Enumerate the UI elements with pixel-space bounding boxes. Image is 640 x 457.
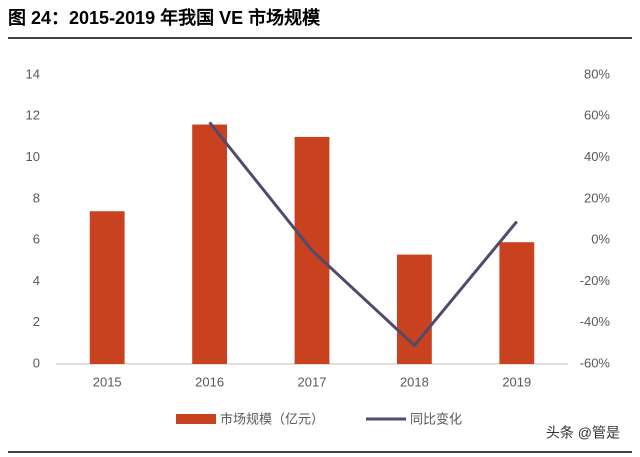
y-tick-label: 12 — [26, 108, 40, 123]
y2-tick-label: 40% — [584, 149, 610, 164]
legend-label: 同比变化 — [410, 411, 462, 426]
legend-swatch — [176, 414, 216, 424]
bar — [89, 211, 125, 364]
watermark: 头条 @管是 — [546, 425, 620, 441]
bar — [396, 254, 432, 364]
y-tick-label: 2 — [33, 314, 40, 329]
x-tick-label: 2016 — [195, 374, 224, 389]
bar — [192, 124, 228, 365]
y2-tick-label: -20% — [580, 273, 611, 288]
y2-tick-label: -40% — [580, 314, 611, 329]
y-tick-label: 10 — [26, 149, 40, 164]
y2-tick-label: 0% — [591, 232, 610, 247]
x-tick-label: 2017 — [298, 374, 327, 389]
x-tick-label: 2019 — [502, 374, 531, 389]
y-tick-label: 8 — [33, 190, 40, 205]
x-tick-label: 2015 — [93, 374, 122, 389]
y-tick-label: 14 — [26, 66, 40, 81]
y2-tick-label: -60% — [580, 355, 611, 370]
y-tick-label: 6 — [33, 232, 40, 247]
x-tick-label: 2018 — [400, 374, 429, 389]
line — [208, 121, 518, 348]
y-tick-label: 4 — [33, 273, 40, 288]
y-tick-label: 0 — [33, 355, 40, 370]
y2-tick-label: 60% — [584, 108, 610, 123]
bar — [499, 242, 535, 364]
y2-tick-label: 20% — [584, 190, 610, 205]
chart-title: 图 24：2015-2019 年我国 VE 市场规模 — [8, 7, 321, 28]
legend-label: 市场规模（亿元） — [220, 411, 324, 426]
y2-tick-label: 80% — [584, 66, 610, 81]
